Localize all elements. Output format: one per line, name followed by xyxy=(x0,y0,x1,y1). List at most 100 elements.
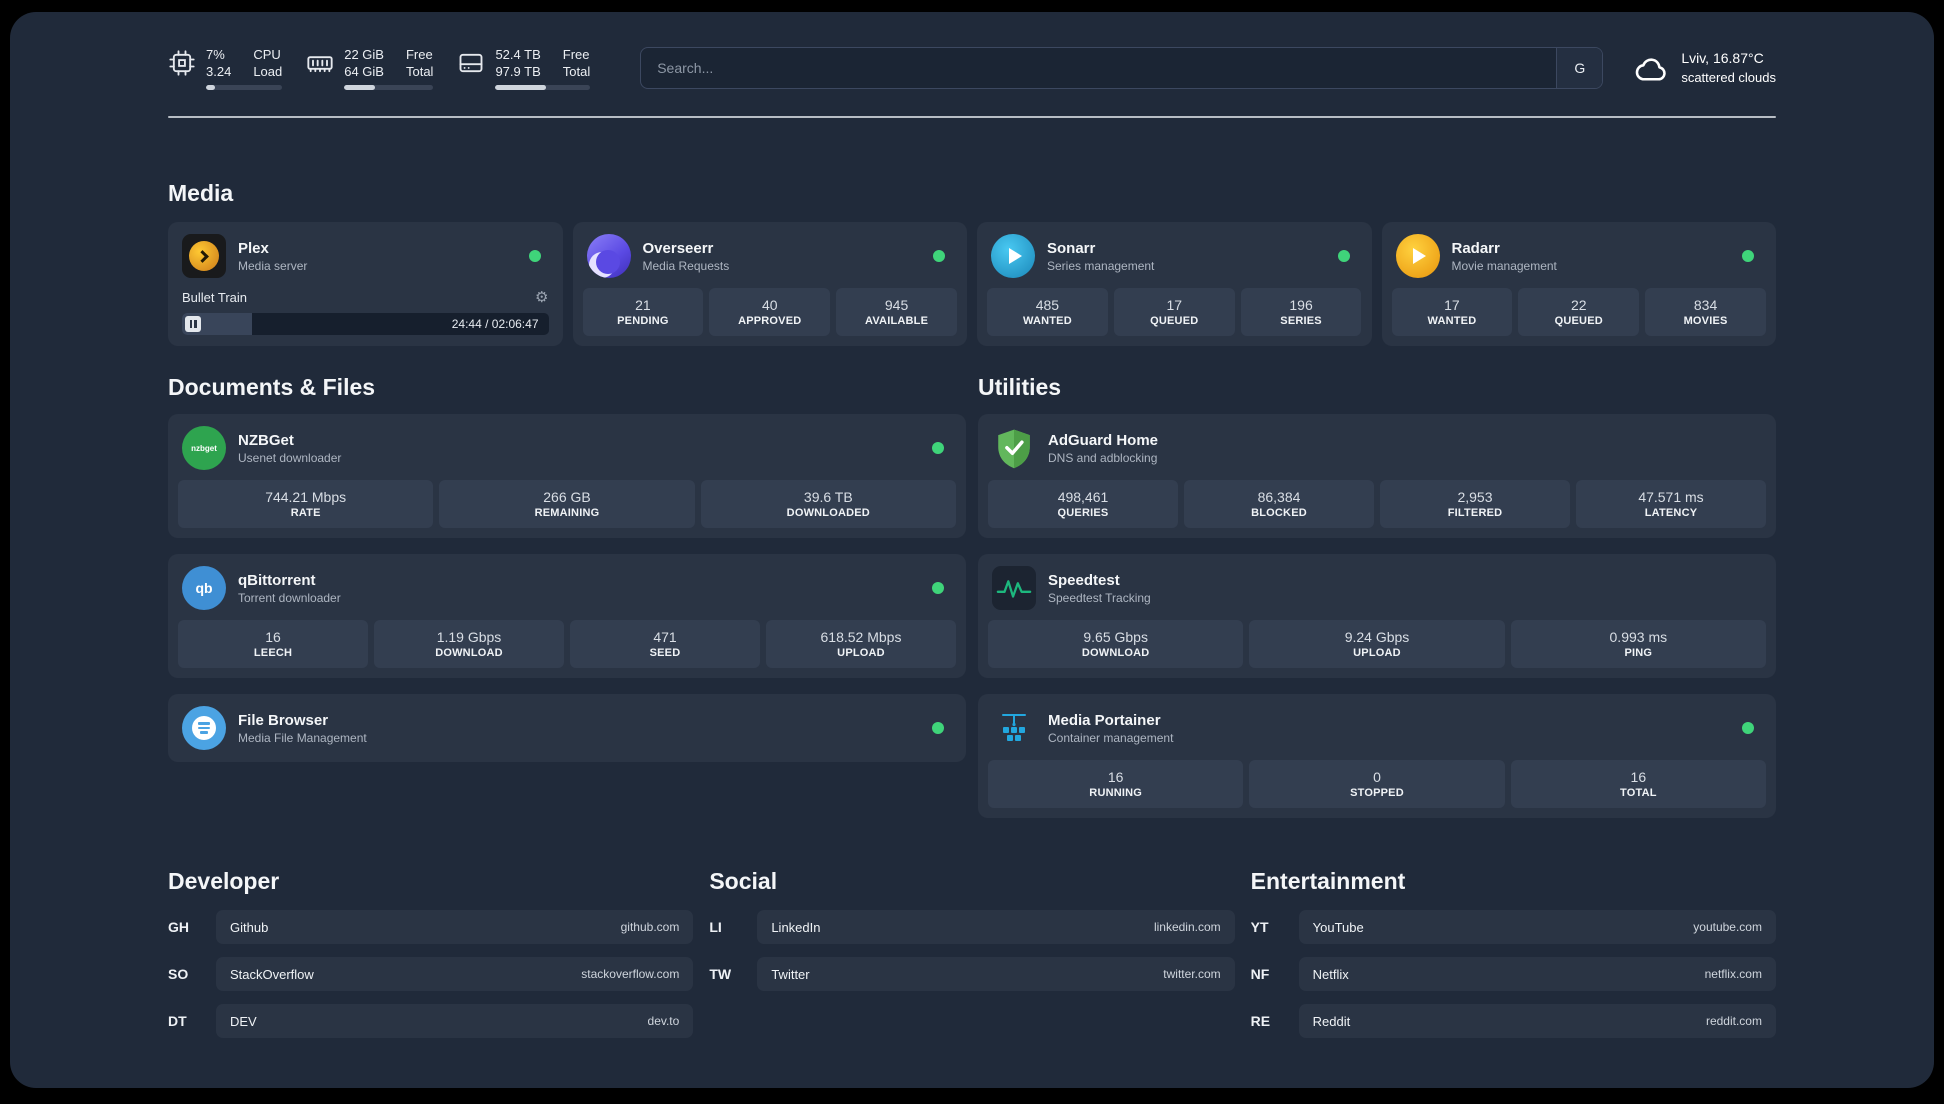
stat-value: 2,953 xyxy=(1457,489,1493,505)
app-card-qbittorrent[interactable]: qb qBittorrent Torrent downloader 16 LEE… xyxy=(168,554,966,678)
app-subtitle: Media Requests xyxy=(642,258,730,273)
bookmark-link-netflix[interactable]: Netflix netflix.com xyxy=(1298,957,1776,991)
section-title-utilities: Utilities xyxy=(978,374,1062,400)
app-subtitle: Speedtest Tracking xyxy=(1048,590,1151,605)
bookmark-url: stackoverflow.com xyxy=(581,967,680,981)
overseerr-icon xyxy=(586,234,631,278)
stat-value: 498,461 xyxy=(1057,489,1109,505)
ram-progress-bar xyxy=(344,85,434,90)
bookmark-abbr: LI xyxy=(709,919,722,935)
ram-icon xyxy=(307,56,333,73)
stat-label: APPROVED xyxy=(738,315,802,327)
cpu-percent: 7% xyxy=(206,47,225,62)
search-engine-button[interactable]: G xyxy=(1556,48,1603,88)
stat-value: 47.571 ms xyxy=(1638,489,1704,505)
pause-button[interactable] xyxy=(185,316,201,332)
playback-time: 24:44 / 02:06:47 xyxy=(451,317,539,331)
app-card-speedtest[interactable]: Speedtest Speedtest Tracking 9.65 Gbps D… xyxy=(978,554,1776,678)
disk-icon xyxy=(460,53,483,73)
status-dot-online xyxy=(1742,250,1754,262)
bookmark-link-dev[interactable]: DEV dev.to xyxy=(216,1004,694,1038)
weather-location: Lviv, 16.87°C xyxy=(1681,50,1764,66)
bookmark-abbr: DT xyxy=(168,1013,187,1029)
bookmark-row: DT DEV dev.to xyxy=(168,1004,694,1038)
section-title-social: Social xyxy=(709,868,778,894)
ram-free-value: 22 GiB xyxy=(344,47,384,62)
app-card-nzbget[interactable]: nzbget NZBGet Usenet downloader 744.21 M… xyxy=(168,414,966,538)
stat-label: QUEUED xyxy=(1150,315,1199,327)
bookmark-group-social: Social LI LinkedIn linkedin.com TW Twitt… xyxy=(709,866,1235,1038)
disk-progress-bar xyxy=(495,85,591,90)
search-input[interactable] xyxy=(641,60,1557,76)
speedtest-pulse-icon xyxy=(992,566,1036,610)
playback-progress-bar[interactable]: 24:44 / 02:06:47 xyxy=(182,313,549,335)
bookmark-name: Twitter xyxy=(771,966,810,982)
stat-label: TOTAL xyxy=(1619,787,1657,799)
cpu-label: CPU xyxy=(253,47,281,62)
stat-value: 0 xyxy=(1373,769,1381,785)
weather-widget: Lviv, 16.87°C scattered clouds xyxy=(1633,49,1776,87)
bookmark-url: reddit.com xyxy=(1705,1014,1762,1028)
bookmark-link-twitter[interactable]: Twitter twitter.com xyxy=(757,957,1235,991)
disk-total-value: 97.9 TB xyxy=(495,64,541,79)
disk-free-value: 52.4 TB xyxy=(495,47,541,62)
gear-icon[interactable]: ⚙ xyxy=(535,289,549,306)
app-card-adguard[interactable]: AdGuard Home DNS and adblocking 498,461 … xyxy=(978,414,1776,538)
stat-value: 9.24 Gbps xyxy=(1344,629,1410,645)
stat-tile: 196 SERIES xyxy=(1240,288,1362,336)
app-name: qBittorrent xyxy=(238,571,316,589)
stat-label: DOWNLOAD xyxy=(435,647,503,659)
app-subtitle: Media File Management xyxy=(238,730,367,745)
stat-value: 16 xyxy=(265,629,281,645)
cpu-load-label: Load xyxy=(253,64,283,79)
bookmark-url: linkedin.com xyxy=(1153,920,1221,934)
bookmark-link-github[interactable]: Github github.com xyxy=(216,910,694,944)
stat-label: RATE xyxy=(290,507,321,519)
status-dot-online xyxy=(932,582,944,594)
stat-tile: 16 LEECH xyxy=(178,620,368,668)
app-card-filebrowser[interactable]: File Browser Media File Management xyxy=(168,694,966,762)
app-name: Plex xyxy=(238,239,269,257)
bookmark-row: RE Reddit reddit.com xyxy=(1251,1004,1776,1038)
cpu-icon xyxy=(169,50,195,76)
bookmark-link-stackoverflow[interactable]: StackOverflow stackoverflow.com xyxy=(216,957,694,991)
app-name: AdGuard Home xyxy=(1048,431,1159,449)
bookmark-group-developer: Developer GH Github github.com SO StackO… xyxy=(168,866,694,1038)
ram-widget: 22 GiB 64 GiB Free Total xyxy=(306,46,434,90)
stat-tile: 744.21 Mbps RATE xyxy=(178,480,434,528)
app-card-sonarr[interactable]: Sonarr Series management 485 WANTED 17 Q… xyxy=(977,222,1372,346)
stat-tile: 22 QUEUED xyxy=(1518,288,1640,336)
app-name: Speedtest xyxy=(1048,571,1120,589)
stat-label: PING xyxy=(1624,647,1653,659)
status-dot-online xyxy=(528,250,541,262)
stat-label: LEECH xyxy=(253,647,293,659)
stat-tile: 16 TOTAL xyxy=(1510,760,1766,808)
bookmark-abbr: NF xyxy=(1250,966,1270,982)
app-card-radarr[interactable]: Radarr Movie management 17 WANTED 22 QUE… xyxy=(1381,222,1776,346)
stat-value: 9.65 Gbps xyxy=(1083,629,1148,645)
bookmark-name: YouTube xyxy=(1312,919,1364,935)
stat-tile: 1.19 Gbps DOWNLOAD xyxy=(374,620,564,668)
bookmark-link-reddit[interactable]: Reddit reddit.com xyxy=(1298,1004,1776,1038)
disk-total-label: Total xyxy=(562,64,591,79)
weather-condition: scattered clouds xyxy=(1681,70,1776,85)
dashboard-panel: 7% 3.24 CPU Load xyxy=(10,12,1934,1088)
bookmark-link-linkedin[interactable]: LinkedIn linkedin.com xyxy=(757,910,1235,944)
section-title-entertainment: Entertainment xyxy=(1250,868,1406,894)
app-card-overseerr[interactable]: Overseerr Media Requests 21 PENDING 40 A… xyxy=(572,222,967,346)
disk-widget: 52.4 TB 97.9 TB Free Total xyxy=(457,46,591,90)
stat-value: 485 xyxy=(1035,297,1060,313)
app-card-plex[interactable]: Plex Media server Bullet Train ⚙ 24:44 /… xyxy=(168,222,563,346)
app-card-portainer[interactable]: Media Portainer Container management 16 … xyxy=(978,694,1776,818)
stat-value: 834 xyxy=(1693,297,1718,313)
app-subtitle: Movie management xyxy=(1451,258,1557,273)
stat-tile: 86,384 BLOCKED xyxy=(1184,480,1374,528)
bookmark-link-youtube[interactable]: YouTube youtube.com xyxy=(1298,910,1776,944)
app-subtitle: Torrent downloader xyxy=(238,590,341,605)
stat-label: QUEUED xyxy=(1554,315,1603,327)
bookmark-row: SO StackOverflow stackoverflow.com xyxy=(168,957,694,991)
bookmark-url: netflix.com xyxy=(1704,967,1762,981)
ram-free-label: Free xyxy=(405,47,433,62)
stat-tile: 17 QUEUED xyxy=(1113,288,1235,336)
bookmark-abbr: YT xyxy=(1250,919,1269,935)
